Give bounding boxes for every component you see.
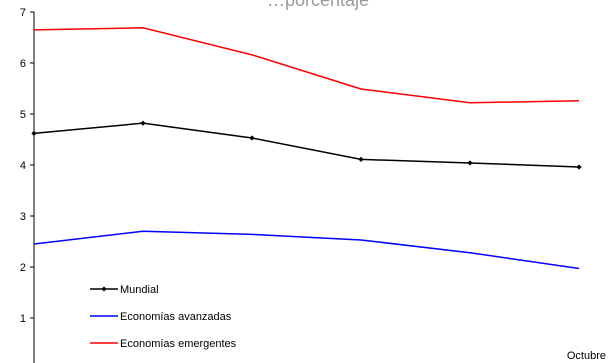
chart-title: …porcentaje: [267, 0, 369, 10]
y-tick-label: 4: [20, 160, 26, 172]
series-line: [33, 230, 580, 270]
legend-marker: [101, 286, 107, 292]
data-point: [358, 156, 364, 162]
y-axis-ticks: 1 2 3 4 5 6 7: [20, 7, 34, 325]
data-point: [140, 120, 146, 126]
corner-label: Octubre: [567, 350, 606, 362]
series-group: [31, 27, 582, 270]
legend-label: Economías avanzadas: [120, 311, 232, 323]
series-line: [33, 27, 580, 104]
y-tick-label: 1: [20, 313, 26, 325]
data-point: [576, 164, 582, 170]
y-tick-label: 3: [20, 211, 26, 223]
data-point: [249, 135, 255, 141]
y-tick-label: 5: [20, 109, 26, 121]
legend: Mundial Economías avanzadas Economías emer…: [90, 284, 237, 350]
y-tick-label: 7: [20, 7, 26, 19]
legend-label: Mundial: [120, 284, 159, 296]
y-tick-label: 6: [20, 58, 26, 70]
data-point: [31, 130, 37, 136]
series-line: [33, 122, 580, 168]
legend-label: Economías emergentes: [120, 338, 237, 350]
y-tick-label: 2: [20, 262, 26, 274]
data-point: [467, 160, 473, 166]
